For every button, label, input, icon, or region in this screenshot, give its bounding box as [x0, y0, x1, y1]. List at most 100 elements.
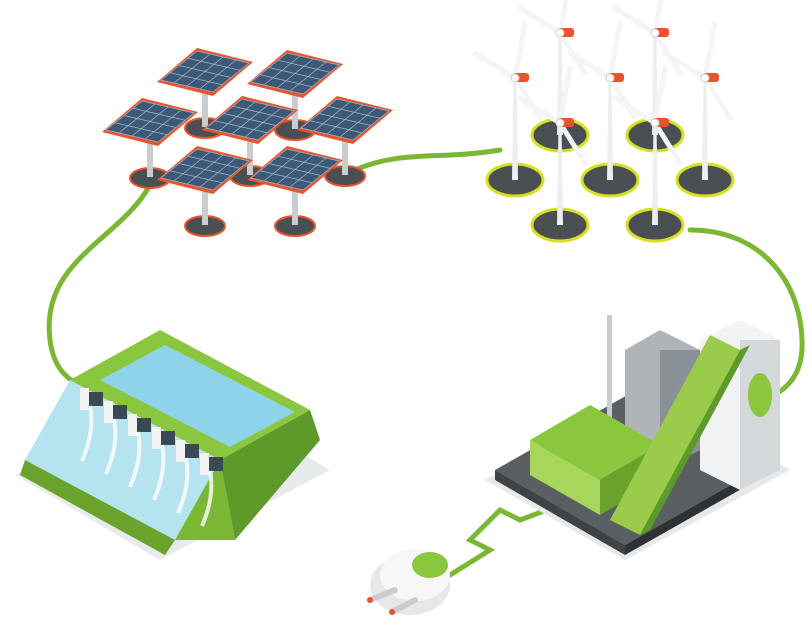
panel-grid [327, 105, 381, 119]
reservoir [100, 345, 295, 447]
panel-grid [326, 104, 364, 135]
hub [510, 73, 520, 83]
panel-pole [342, 133, 348, 175]
panel-grid [276, 154, 314, 185]
gate [89, 392, 103, 406]
turbine-blade [612, 95, 658, 126]
turbine-blade [512, 20, 528, 81]
hub [555, 118, 565, 128]
gate [209, 457, 223, 471]
dam [15, 330, 330, 560]
cable [687, 227, 805, 403]
turbine-blade [557, 65, 573, 126]
panel-grid [232, 105, 286, 119]
panel-grid [231, 104, 269, 135]
bank-edge [20, 460, 175, 555]
plug-ring [412, 552, 448, 578]
panel-pole [292, 87, 298, 129]
panel-pole [202, 183, 208, 225]
water-fall [128, 431, 142, 488]
turbine-blade [662, 50, 708, 81]
hub [605, 73, 615, 83]
panel-grid [339, 107, 377, 138]
hub [650, 28, 660, 38]
panel-grid [186, 154, 224, 185]
spillway [25, 380, 220, 540]
chimney [607, 315, 612, 425]
turbine-blade [517, 5, 563, 36]
leaf [748, 373, 772, 417]
turbine-blade [702, 75, 733, 121]
gate-pier [128, 414, 137, 436]
turbine-blade [702, 20, 718, 81]
power-plant [485, 315, 790, 560]
turbine-blade [567, 50, 613, 81]
hub [650, 118, 660, 128]
panel-pole [147, 135, 153, 177]
pin-tip [367, 597, 373, 603]
panel-grid [132, 107, 186, 121]
conveyor-edge [640, 345, 750, 535]
panel-grid [187, 155, 241, 169]
solar-farm [102, 48, 393, 237]
wind-farm [472, 0, 735, 243]
turbine-blade [512, 75, 543, 121]
gate-pier [176, 440, 185, 462]
panel-grid [277, 59, 331, 73]
water-fall [200, 470, 214, 527]
panel-grid [244, 107, 282, 138]
gate-pier [200, 453, 209, 475]
conveyor [610, 335, 740, 535]
panel-grid [276, 58, 314, 89]
hub [555, 28, 565, 38]
plug-pin [389, 597, 418, 615]
hub [700, 73, 710, 83]
gate [185, 444, 199, 458]
turbine-blade [557, 120, 588, 166]
panel-grid [289, 61, 327, 92]
panel-grid [131, 106, 169, 137]
panel-pole [247, 133, 253, 175]
dam-side [220, 410, 320, 540]
platform-edge [495, 470, 625, 555]
gate-pier [104, 401, 113, 423]
gate [161, 431, 175, 445]
turbine-tower [557, 125, 563, 225]
panel-grid [199, 157, 237, 188]
bank [175, 460, 235, 540]
hall-roof [530, 405, 660, 480]
gate [113, 405, 127, 419]
panel-pole [202, 85, 208, 127]
hall-front [530, 440, 600, 515]
turbine-tower [607, 80, 613, 180]
panel-grid [289, 157, 327, 188]
panel-grid [187, 57, 241, 71]
water-fall [176, 457, 190, 514]
panel-grid [277, 155, 331, 169]
turbine-blade [612, 5, 658, 36]
cable [352, 147, 503, 173]
turbine-blade [652, 65, 668, 126]
cable [447, 502, 563, 578]
water-fall [104, 418, 118, 475]
panel-pole [292, 183, 298, 225]
turbine-blade [652, 0, 664, 36]
turbine-blade [652, 120, 683, 166]
gate-pier [152, 427, 161, 449]
turbine-tower [702, 80, 708, 180]
water-fall [152, 444, 166, 501]
gate [137, 418, 151, 432]
plug-pin [367, 587, 398, 603]
turbine-blade [557, 0, 569, 36]
pin-tip [389, 609, 395, 615]
panel-grid [186, 56, 224, 87]
plug [367, 549, 450, 615]
turbine-tower [652, 125, 658, 225]
turbine-blade [607, 20, 623, 81]
water-fall [80, 405, 94, 462]
panel-grid [144, 109, 182, 140]
turbine-blade [607, 75, 638, 121]
gate-pier [80, 388, 89, 410]
